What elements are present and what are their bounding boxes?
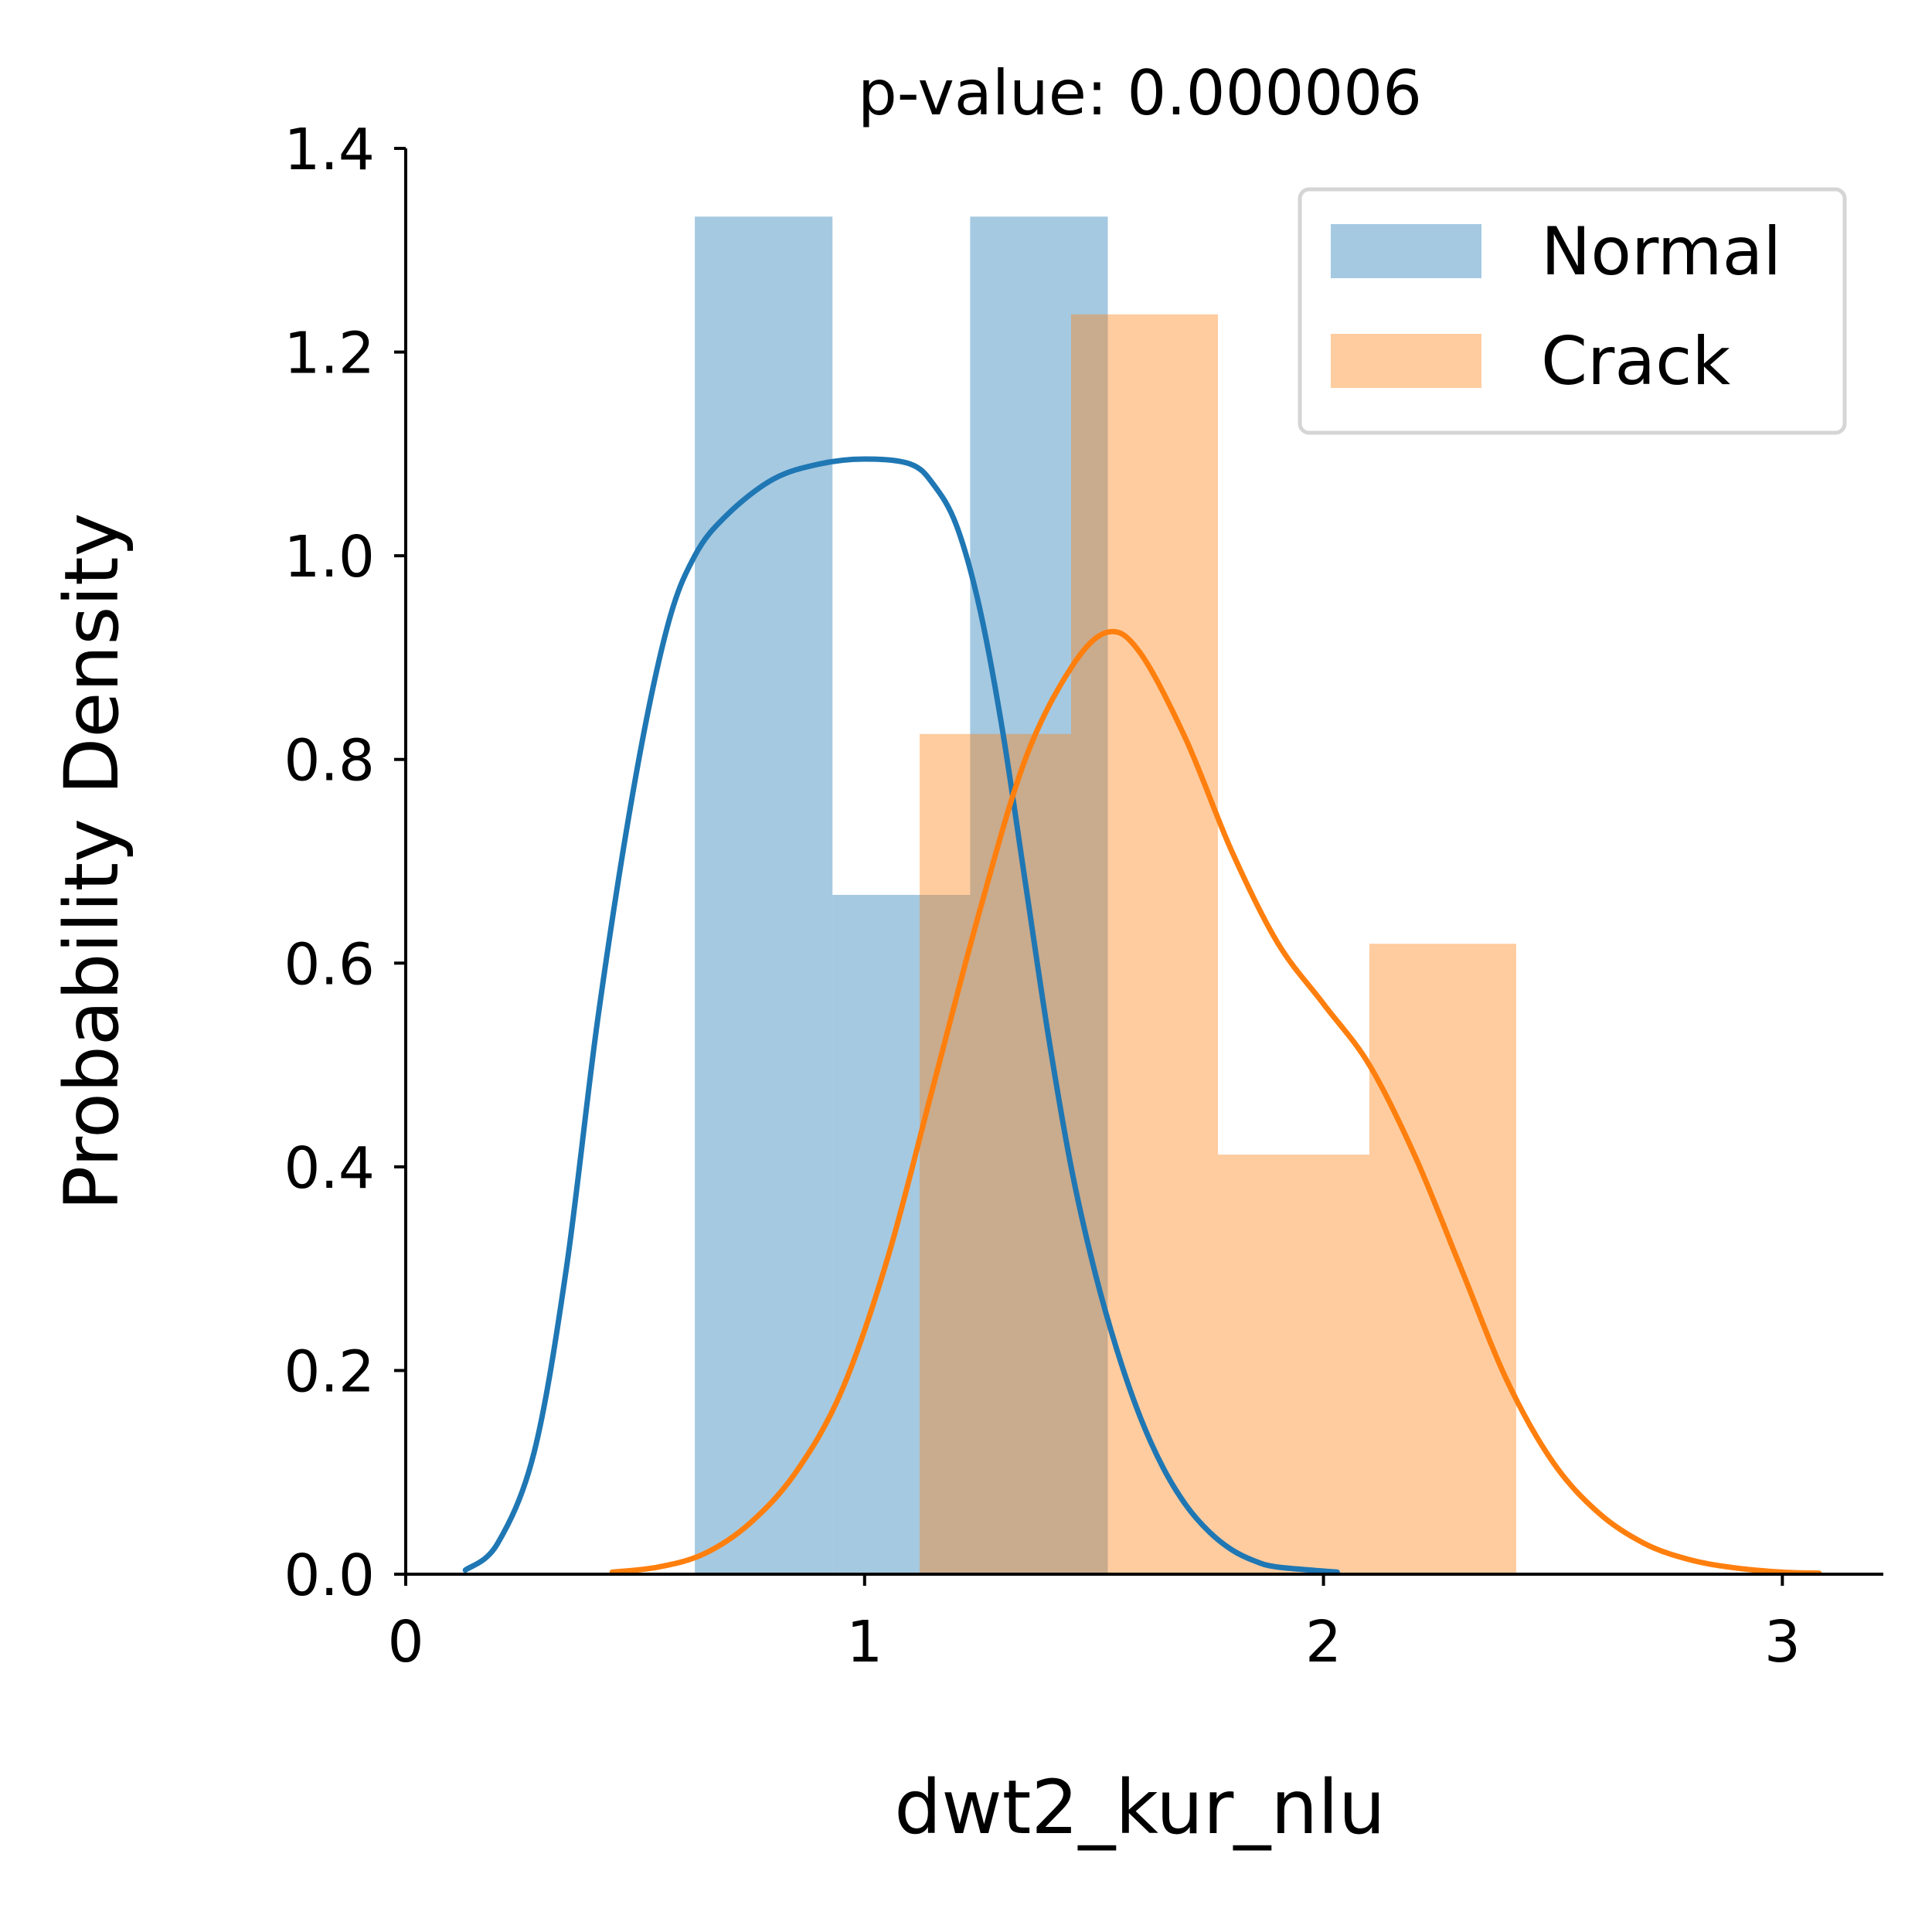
bar-normal-2: [970, 216, 1108, 1575]
chart-title: p-value: 0.000006: [858, 57, 1422, 129]
kde-line-crack: [609, 628, 1822, 1577]
histogram-bars: [695, 216, 1516, 1575]
bar-crack-3: [1369, 944, 1516, 1574]
axes: [404, 148, 1883, 1576]
bar-crack-0: [920, 733, 1071, 1575]
legend: Normal Crack: [1298, 187, 1847, 435]
legend-frame: [1298, 187, 1847, 435]
kde-line-normal: [462, 456, 1340, 1575]
x-tick-label: 2: [1305, 1609, 1342, 1675]
y-tick-label: 1.4: [284, 117, 375, 183]
x-tick-label: 3: [1764, 1609, 1801, 1675]
y-ticks: 0.0 0.2 0.4 0.6 0.8 1.0 1.2 1.4: [284, 117, 406, 1609]
x-ticks: 0 1 2 3: [387, 1574, 1801, 1675]
bar-normal-1: [832, 894, 971, 1574]
x-axis-title: dwt2_kur_nlu: [894, 1764, 1385, 1851]
y-tick-label: 0.6: [284, 931, 375, 998]
legend-label-crack: Crack: [1541, 323, 1730, 400]
legend-label-normal: Normal: [1541, 213, 1781, 291]
x-tick-label: 1: [846, 1609, 883, 1675]
x-tick-label: 0: [387, 1609, 423, 1675]
legend-swatch-normal: [1331, 224, 1481, 278]
bar-crack-2: [1218, 1155, 1369, 1574]
legend-swatch-crack: [1331, 334, 1481, 388]
bar-crack-1: [1070, 314, 1219, 1575]
bar-normal-0: [695, 216, 833, 1575]
y-axis-title: Probability Density: [49, 513, 135, 1211]
y-tick-label: 0.2: [284, 1338, 375, 1405]
y-tick-label: 0.8: [284, 728, 375, 794]
y-tick-label: 1.0: [284, 524, 375, 590]
kde-curves: [462, 456, 1822, 1577]
y-tick-label: 1.2: [284, 321, 375, 387]
y-tick-label: 0.0: [284, 1543, 375, 1609]
y-tick-label: 0.4: [284, 1135, 375, 1202]
